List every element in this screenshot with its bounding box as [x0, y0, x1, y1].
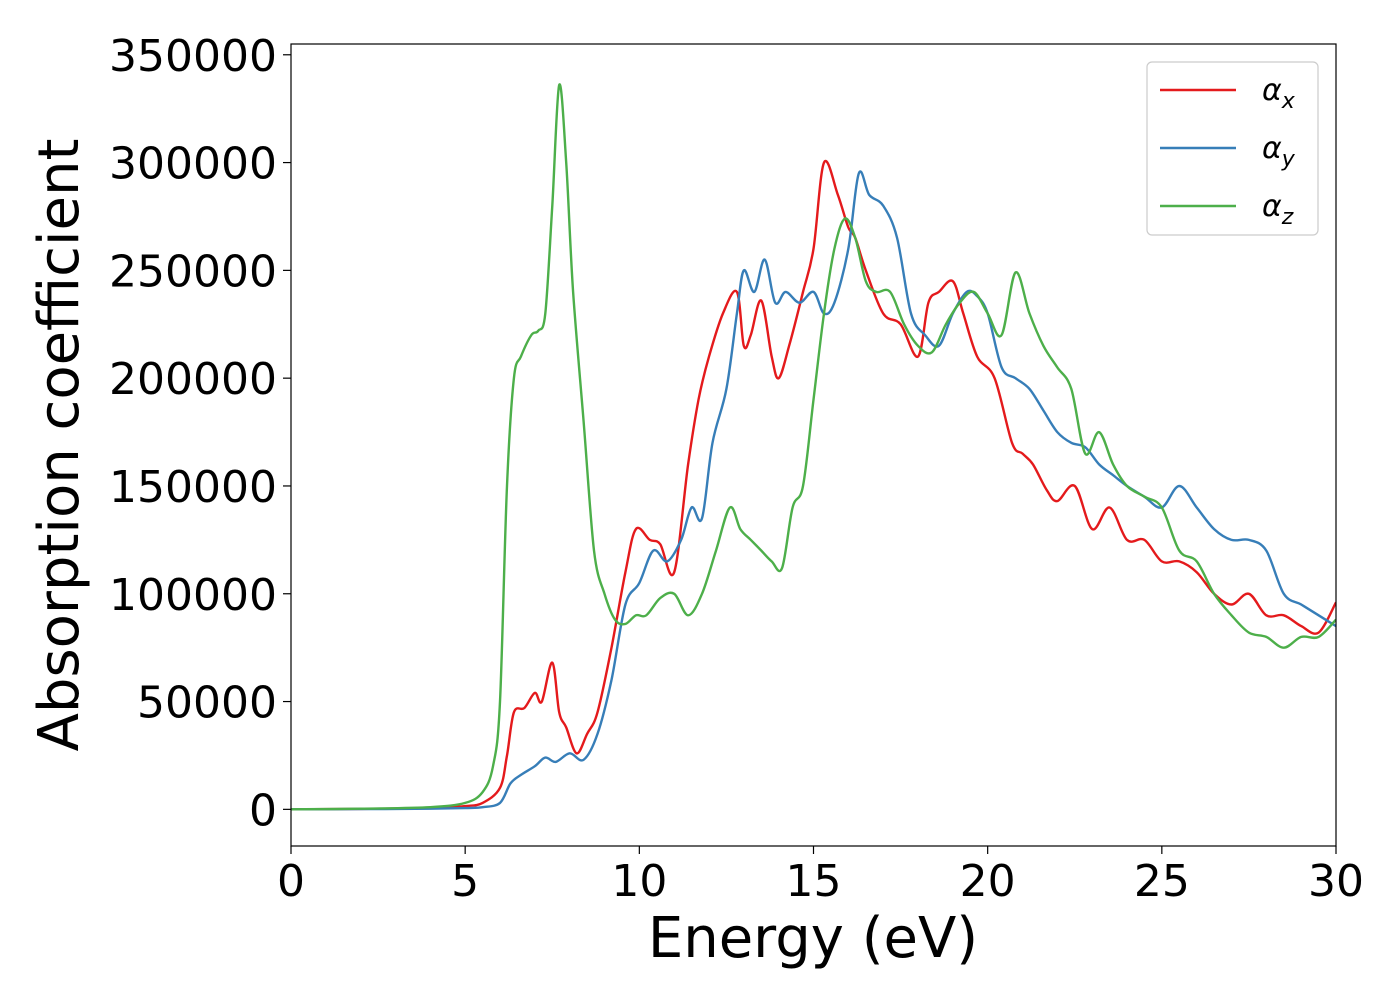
x-tick-label: 0 — [277, 856, 305, 907]
x-tick-label: 10 — [611, 856, 667, 907]
x-axis-title: Energy (eV) — [648, 906, 978, 971]
tick-layer: 0 5 10 15 20 25 30 0 50000 100000 150000 200000 2500… — [109, 31, 1364, 907]
y-tick-label: 0 — [249, 785, 277, 836]
y-tick-label: 150000 — [109, 462, 277, 513]
legend-label-z: αz — [1262, 189, 1294, 230]
x-tick-label: 25 — [1134, 856, 1190, 907]
series-line-x — [291, 159, 1336, 811]
y-tick-label: 250000 — [109, 246, 277, 297]
x-tick-label: 5 — [451, 856, 479, 907]
x-tick-label: 15 — [786, 856, 842, 907]
x-tick-label: 30 — [1308, 856, 1364, 907]
y-tick-label: 300000 — [109, 139, 277, 190]
legend-label-x: αx — [1262, 73, 1296, 114]
plot-frame — [290, 43, 1337, 847]
series-line-z — [291, 83, 1336, 811]
y-tick-label: 350000 — [109, 31, 277, 82]
legend: αx αy αz — [1146, 61, 1319, 236]
x-tick-label: 20 — [960, 856, 1016, 907]
y-axis-title: Absorption coefficient — [27, 139, 92, 752]
y-tick-label: 200000 — [109, 354, 277, 405]
y-tick-label: 100000 — [109, 570, 277, 621]
y-tick-label: 50000 — [137, 678, 277, 729]
legend-label-y: αy — [1262, 131, 1296, 172]
series-layer — [291, 83, 1336, 811]
